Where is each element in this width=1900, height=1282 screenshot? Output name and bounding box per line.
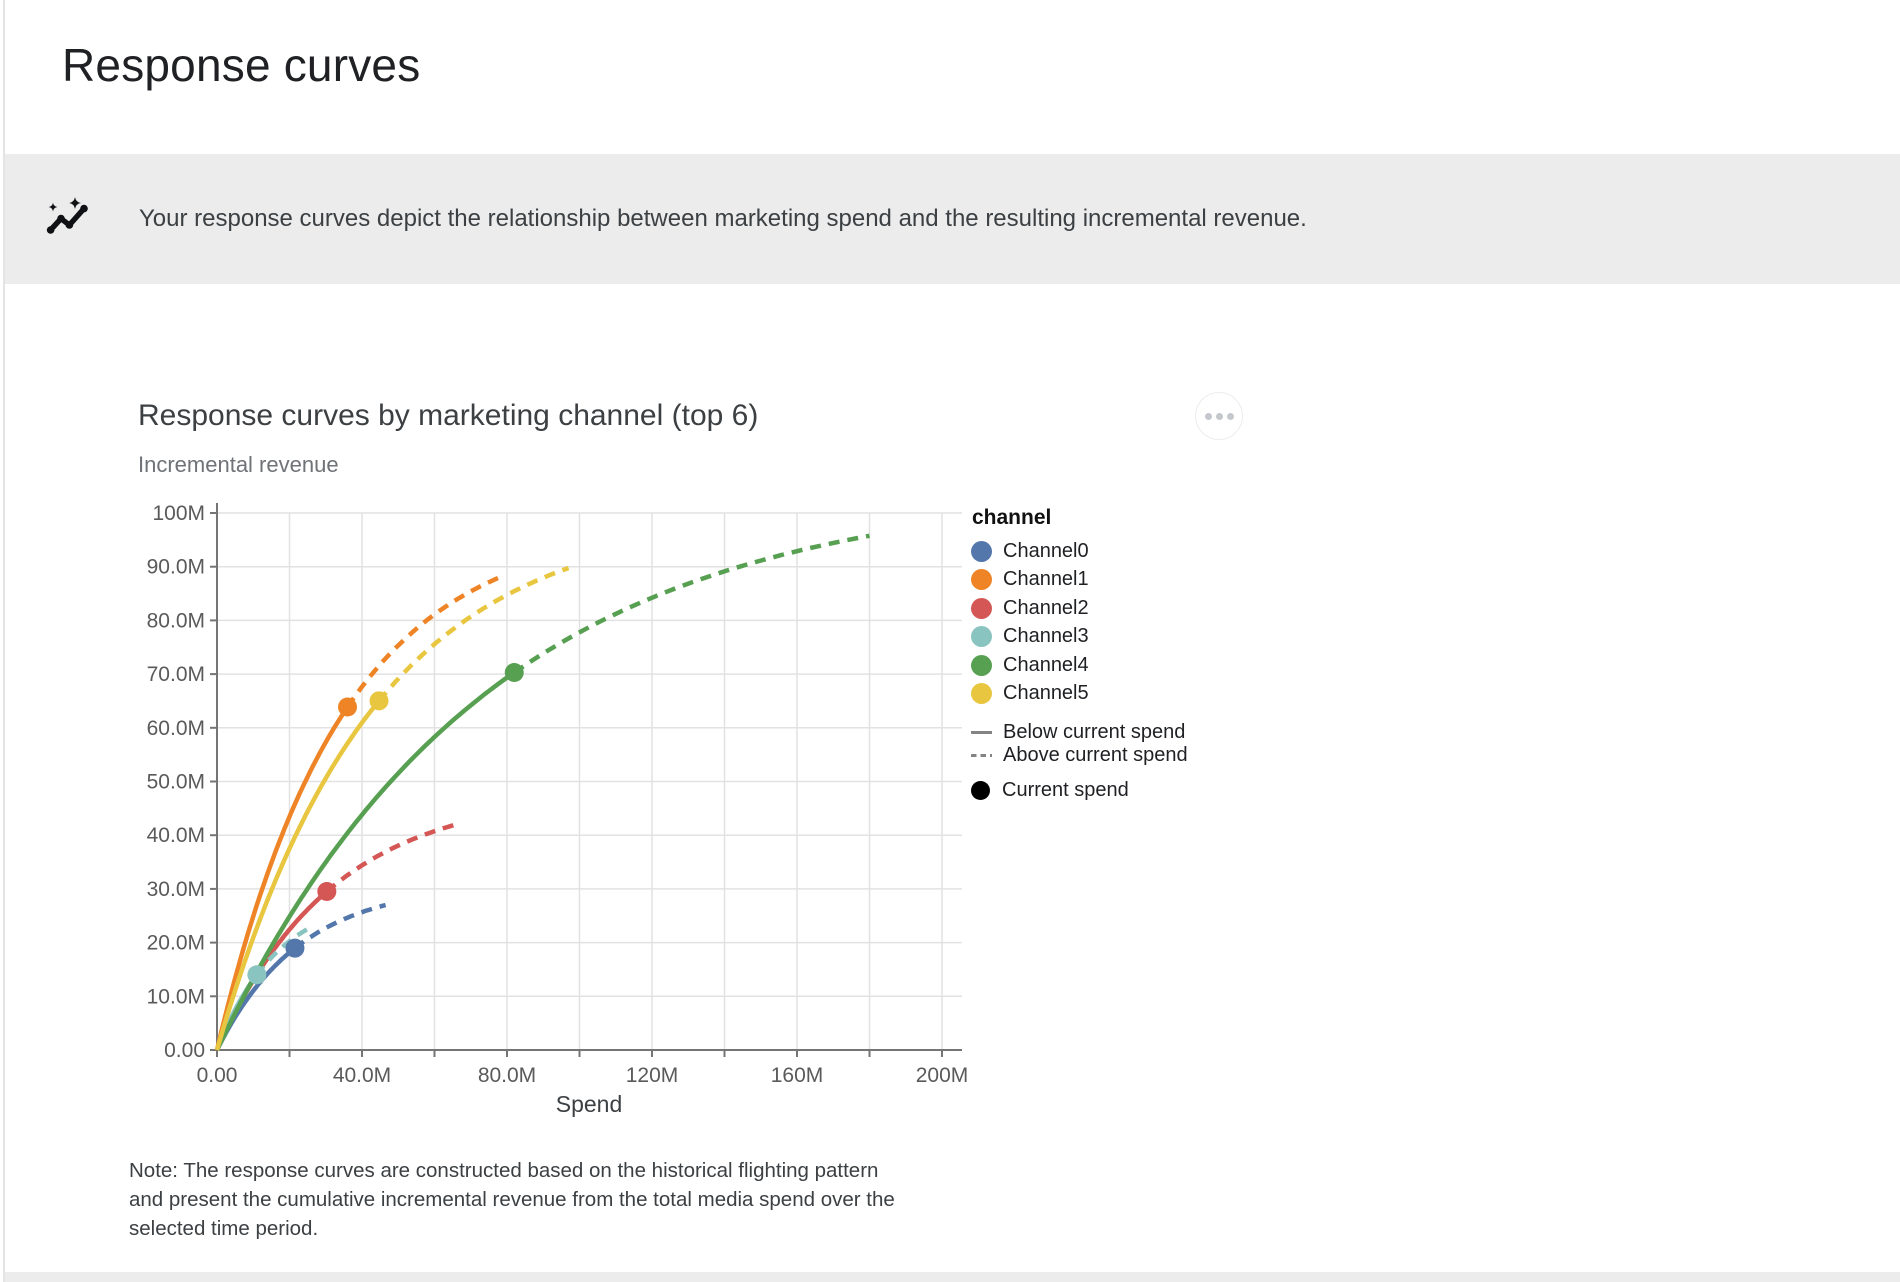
channel-color-swatch-icon bbox=[971, 654, 992, 676]
y-tick-label: 70.0M bbox=[147, 663, 205, 686]
curve-above-current-Channel4 bbox=[513, 533, 870, 675]
solid-line-swatch-icon bbox=[971, 731, 992, 734]
x-tick-label: 120M bbox=[626, 1064, 679, 1087]
footnote-line: and present the cumulative incremental r… bbox=[129, 1188, 895, 1211]
y-tick-label: 0.00 bbox=[164, 1039, 205, 1062]
current-spend-marker-Channel5 bbox=[369, 691, 389, 711]
chart-more-options-button[interactable] bbox=[1195, 392, 1243, 440]
response-curves-plot: 0.00 40.0M 80.0M 120M 160M 200M 0.00 10.0M 20.0M… bbox=[147, 502, 969, 1117]
legend-item-below-current-spend: Below current spend bbox=[961, 721, 1188, 744]
insights-sparkle-icon bbox=[46, 197, 88, 234]
current-spend-marker-Channel3 bbox=[247, 965, 267, 985]
more-options-dot-icon bbox=[1204, 412, 1212, 420]
y-tick-label: 10.0M bbox=[147, 985, 205, 1008]
curve-below-current-Channel5 bbox=[214, 699, 381, 1051]
x-axis-title: Spend bbox=[556, 1091, 623, 1117]
legend-item-current-spend: Current spend bbox=[961, 777, 1188, 803]
y-tick-label: 50.0M bbox=[147, 771, 205, 794]
channel-color-swatch-icon bbox=[971, 540, 992, 562]
legend-item-channel5: Channel5 bbox=[961, 680, 1188, 709]
curve-below-current-Channel1 bbox=[214, 705, 350, 1051]
x-tick-label: 0.00 bbox=[197, 1064, 238, 1087]
curve-above-current-Channel3 bbox=[255, 924, 313, 977]
y-axis-title: Incremental revenue bbox=[138, 452, 339, 477]
page-title: Response curves bbox=[62, 39, 421, 91]
y-tick-label: 30.0M bbox=[147, 878, 205, 901]
legend-item-channel4: Channel4 bbox=[961, 651, 1188, 680]
left-panel-border bbox=[3, 0, 5, 1282]
legend-item-above-current-spend: Above current spend bbox=[961, 744, 1188, 767]
channel-color-swatch-icon bbox=[971, 597, 992, 619]
legend-item-channel1: Channel1 bbox=[961, 566, 1188, 595]
legend-item-label: Channel3 bbox=[1003, 625, 1089, 648]
legend-item-label: Above current spend bbox=[1003, 744, 1188, 766]
curve-above-current-Channel2 bbox=[325, 822, 457, 894]
channel-color-swatch-icon bbox=[971, 626, 992, 648]
y-tick-label: 20.0M bbox=[147, 932, 205, 955]
y-tick-label: 100M bbox=[152, 502, 205, 525]
legend-item-label: Channel5 bbox=[1003, 682, 1089, 705]
legend-item-label: Current spend bbox=[1002, 778, 1129, 801]
more-options-dot-icon bbox=[1226, 412, 1234, 420]
current-spend-dot-icon bbox=[971, 780, 990, 800]
legend-item-channel0: Channel0 bbox=[961, 537, 1188, 566]
x-tick-label: 40.0M bbox=[333, 1064, 391, 1087]
next-section-divider bbox=[5, 1272, 1900, 1282]
curve-above-current-Channel1 bbox=[345, 573, 505, 709]
legend-item-channel3: Channel3 bbox=[961, 623, 1188, 652]
y-tick-label: 90.0M bbox=[147, 556, 205, 579]
channel-color-swatch-icon bbox=[971, 569, 992, 591]
legend-title: channel bbox=[972, 506, 1052, 529]
y-tick-label: 40.0M bbox=[147, 824, 205, 847]
curve-below-current-Channel4 bbox=[214, 670, 516, 1051]
current-spend-marker-Channel4 bbox=[504, 663, 524, 683]
current-spend-marker-Channel2 bbox=[317, 881, 337, 901]
dashed-line-swatch-icon bbox=[971, 754, 992, 757]
channel-color-swatch-icon bbox=[971, 683, 992, 705]
legend-item-label: Channel4 bbox=[1003, 653, 1089, 676]
insight-banner: Your response curves depict the relation… bbox=[5, 154, 1900, 284]
more-options-dot-icon bbox=[1215, 412, 1223, 420]
chart-footnote: Note: The response curves are constructe… bbox=[129, 1156, 895, 1243]
x-tick-label: 160M bbox=[771, 1064, 824, 1087]
legend-item-label: Channel1 bbox=[1003, 568, 1089, 591]
x-tick-label: 200M bbox=[916, 1064, 969, 1087]
footnote-line: selected time period. bbox=[129, 1217, 319, 1240]
legend-item-label: Below current spend bbox=[1003, 721, 1186, 743]
y-tick-label: 80.0M bbox=[147, 609, 205, 632]
legend-item-channel2: Channel2 bbox=[961, 594, 1188, 623]
chart-title: Response curves by marketing channel (to… bbox=[138, 399, 759, 432]
y-tick-label: 60.0M bbox=[147, 717, 205, 740]
legend-item-label: Channel0 bbox=[1003, 539, 1089, 562]
chart-legend: channel Channel0 Channel1 Channel2 Channel3… bbox=[961, 506, 1188, 803]
footnote-line: Note: The response curves are constructe… bbox=[129, 1159, 879, 1182]
x-tick-label: 80.0M bbox=[478, 1064, 536, 1087]
legend-channel-list: Channel0 Channel1 Channel2 Channel3 Channel4… bbox=[961, 537, 1188, 708]
insight-banner-text: Your response curves depict the relation… bbox=[139, 205, 1307, 232]
current-spend-marker-Channel1 bbox=[338, 697, 357, 717]
legend-item-label: Channel2 bbox=[1003, 596, 1089, 619]
current-spend-marker-Channel0 bbox=[285, 938, 305, 958]
curve-above-current-Channel0 bbox=[293, 902, 387, 950]
curve-above-current-Channel5 bbox=[377, 565, 570, 703]
